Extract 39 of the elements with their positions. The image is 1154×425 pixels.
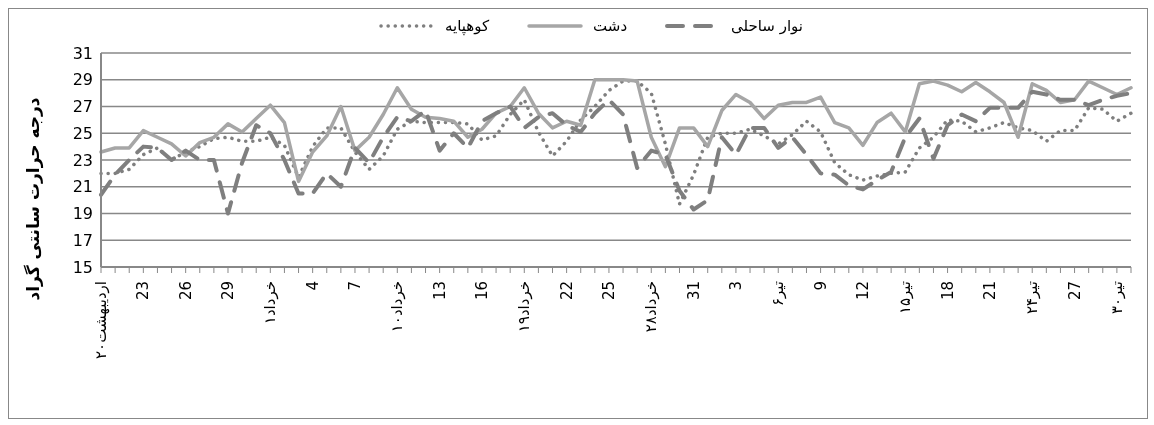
y-tick-label: 15 bbox=[72, 257, 93, 277]
x-tick-label: ۱۰خرداد bbox=[388, 281, 407, 333]
x-tick-label: ۳۰تیر bbox=[1107, 281, 1126, 315]
x-tick-label: 31 bbox=[684, 281, 703, 301]
x-tick-label: 13 bbox=[430, 281, 449, 301]
x-tick-label: ۱۵تیر bbox=[896, 281, 915, 315]
legend-label: کوهپایه bbox=[444, 17, 490, 35]
x-tick-label: 21 bbox=[980, 281, 999, 301]
x-tick-label: 9 bbox=[811, 281, 830, 291]
x-tick-label: 27 bbox=[1065, 281, 1084, 301]
x-tick-label: ۱۹خرداد bbox=[515, 281, 534, 333]
x-tick-label: ۲۴تیر bbox=[1023, 281, 1042, 315]
x-tick-label: 29 bbox=[218, 281, 237, 301]
x-tick-label: 4 bbox=[303, 281, 322, 291]
x-tick-label: ۲۰اردیبهشت bbox=[92, 281, 110, 359]
x-tick-label: 22 bbox=[557, 281, 576, 301]
y-tick-label: 17 bbox=[72, 230, 93, 250]
x-tick-label: ۶تیر bbox=[769, 281, 788, 307]
x-tick-label: 25 bbox=[599, 281, 618, 301]
y-tick-label: 23 bbox=[72, 150, 93, 170]
x-tick-label: 3 bbox=[726, 281, 745, 291]
y-tick-label: 29 bbox=[72, 70, 93, 90]
y-axis-title: درجه حرارت سانتی گراد bbox=[22, 97, 42, 301]
x-tick-label: 12 bbox=[853, 281, 872, 301]
legend-label: نوار ساحلی bbox=[731, 17, 804, 35]
x-tick-label: ۱خرداد bbox=[261, 281, 280, 325]
x-tick-label: ۲۸خرداد bbox=[642, 281, 661, 333]
y-tick-label: 25 bbox=[72, 123, 93, 143]
x-tick-label: 18 bbox=[938, 281, 957, 301]
x-tick-label: 7 bbox=[345, 281, 364, 291]
y-tick-label: 21 bbox=[72, 177, 93, 197]
line-series bbox=[99, 78, 1133, 184]
x-tick-label: 26 bbox=[176, 281, 195, 301]
legend-label: دشت bbox=[593, 17, 628, 35]
x-tick-label: 23 bbox=[134, 281, 153, 301]
x-tick-label: 16 bbox=[472, 281, 491, 301]
y-tick-label: 27 bbox=[72, 97, 93, 117]
y-tick-label: 19 bbox=[72, 204, 93, 224]
y-tick-label: 31 bbox=[72, 43, 93, 63]
